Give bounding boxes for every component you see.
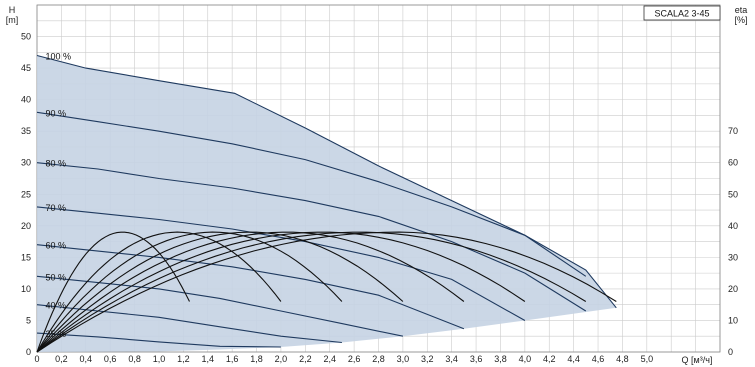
y-right-tick-label: 50 xyxy=(728,189,738,199)
x-tick-label: 4,6 xyxy=(592,354,605,364)
x-tick-label: 2,0 xyxy=(275,354,288,364)
efficiency-curve xyxy=(36,231,587,353)
chart-title: SCALA2 3-45 xyxy=(654,9,709,19)
y-right-tick-label: 70 xyxy=(728,126,738,136)
x-tick-label: 0 xyxy=(34,354,39,364)
speed-label: 40 % xyxy=(46,301,67,311)
y-left-tick-label: 10 xyxy=(21,284,31,294)
x-tick-label: 2,8 xyxy=(372,354,385,364)
x-tick-label: 3,0 xyxy=(397,354,410,364)
head-curve xyxy=(36,54,617,309)
x-tick-label: 4,4 xyxy=(567,354,580,364)
right-axis-title-line1: eta xyxy=(735,5,748,15)
y-left-tick-label: 0 xyxy=(26,347,31,357)
head-curve xyxy=(36,244,465,330)
y-right-tick-label: 30 xyxy=(728,252,738,262)
x-tick-label: 2,2 xyxy=(299,354,312,364)
x-tick-label: 1,0 xyxy=(153,354,166,364)
x-tick-label: 3,6 xyxy=(470,354,483,364)
x-tick-label: 3,4 xyxy=(445,354,458,364)
x-axis-title: Q [м³/ч] xyxy=(682,355,713,365)
x-tick-label: 4,8 xyxy=(616,354,629,364)
y-left-tick-label: 35 xyxy=(21,126,31,136)
speed-labels: 100 % 90 % 80 % 70 % 60 % 50 % 40 % 25 % xyxy=(46,51,72,339)
head-curve xyxy=(36,206,526,321)
x-tick-label: 1,6 xyxy=(226,354,239,364)
y-left-tick-label: 20 xyxy=(21,221,31,231)
efficiency-curve xyxy=(36,231,343,353)
x-tick-label: 0,8 xyxy=(128,354,141,364)
y-left-tick-label: 50 xyxy=(21,32,31,42)
x-tick-label: 2,4 xyxy=(323,354,336,364)
head-curve xyxy=(36,332,281,348)
speed-label: 90 % xyxy=(46,108,67,118)
head-curves xyxy=(36,54,617,348)
y-right-tick-label: 10 xyxy=(728,315,738,325)
efficiency-curve xyxy=(36,231,404,353)
operating-range-area xyxy=(37,55,617,352)
axes: 0 0,2 0,4 0,6 0,8 1,0 1,2 1,4 1,6 1,8 2,0 2,2 2,4 2,6… xyxy=(21,32,738,364)
y-left-tick-label: 40 xyxy=(21,95,31,105)
x-tick-label: 3,2 xyxy=(421,354,434,364)
y-right-tick-label: 20 xyxy=(728,284,738,294)
speed-label: 60 % xyxy=(46,241,67,251)
y-right-tick-label: 60 xyxy=(728,158,738,168)
efficiency-curve xyxy=(36,231,617,353)
speed-label: 50 % xyxy=(46,272,67,282)
right-axis-title-line2: [%] xyxy=(734,15,747,25)
speed-label: 80 % xyxy=(46,159,67,169)
x-tick-label: 2,6 xyxy=(348,354,361,364)
x-tick-label: 1,4 xyxy=(201,354,214,364)
x-tick-label: 3,8 xyxy=(494,354,507,364)
x-tick-label: 5,0 xyxy=(641,354,654,364)
efficiency-curve xyxy=(36,231,190,353)
x-tick-label: 1,8 xyxy=(250,354,263,364)
speed-label: 25 % xyxy=(46,329,67,339)
efficiency-curves xyxy=(36,231,617,353)
y-right-tick-label: 0 xyxy=(728,347,733,357)
operating-range-fill xyxy=(37,55,617,352)
head-curve xyxy=(36,162,587,312)
speed-label: 100 % xyxy=(46,51,72,61)
y-left-tick-label: 15 xyxy=(21,252,31,262)
y-left-tick-label: 5 xyxy=(26,315,31,325)
x-tick-label: 4,0 xyxy=(519,354,532,364)
x-tick-label: 4,2 xyxy=(543,354,556,364)
x-tick-label: 0,6 xyxy=(104,354,117,364)
y-left-tick-label: 30 xyxy=(21,158,31,168)
efficiency-curve xyxy=(36,231,465,353)
head-curve xyxy=(36,111,587,277)
chart-title-box xyxy=(643,5,721,21)
y-right-tick-label: 40 xyxy=(728,221,738,231)
speed-label: 70 % xyxy=(46,203,67,213)
left-axis-title-line2: [m] xyxy=(6,15,19,25)
x-tick-label: 0,2 xyxy=(55,354,68,364)
x-tick-label: 0,4 xyxy=(80,354,93,364)
efficiency-curve xyxy=(36,231,282,353)
efficiency-curve xyxy=(36,231,526,353)
y-left-tick-label: 25 xyxy=(21,189,31,199)
y-left-tick-label: 45 xyxy=(21,63,31,73)
head-curve xyxy=(36,275,404,337)
left-axis-title-line1: H xyxy=(9,5,16,15)
x-tick-label: 1,2 xyxy=(177,354,190,364)
head-curve xyxy=(36,304,342,344)
